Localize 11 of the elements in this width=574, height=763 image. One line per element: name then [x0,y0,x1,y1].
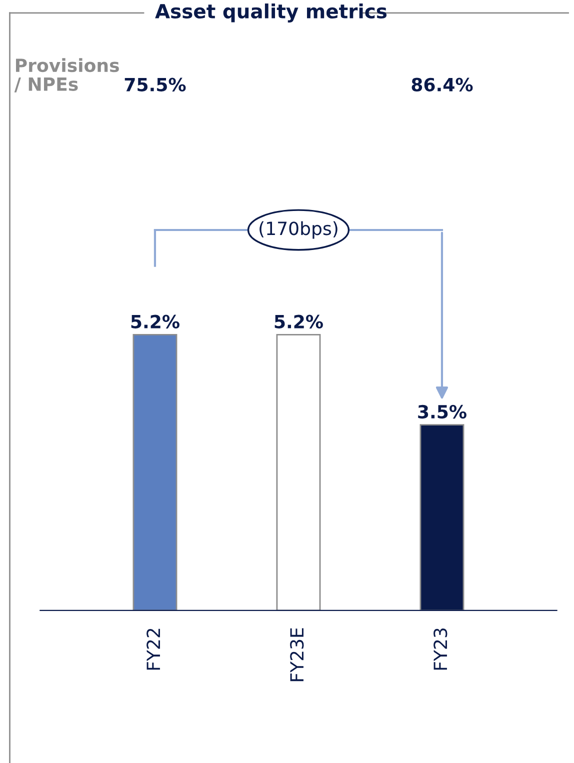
data-label: 5.2% [131,314,180,328]
text: 86.4% [412,78,473,92]
x-tick-label: FY23E [290,628,304,682]
data-label: 5.2% [274,314,323,328]
x-tick-label: FY22 [146,628,160,670]
data-label: 3.5% [418,404,466,419]
text: 75.5% [124,78,186,92]
text: Provisions / NPEs [14,58,119,92]
x-tick-label: FY23 [434,628,448,670]
text: (170bps) [260,221,338,239]
chart-title: Asset quality metrics [155,3,387,22]
